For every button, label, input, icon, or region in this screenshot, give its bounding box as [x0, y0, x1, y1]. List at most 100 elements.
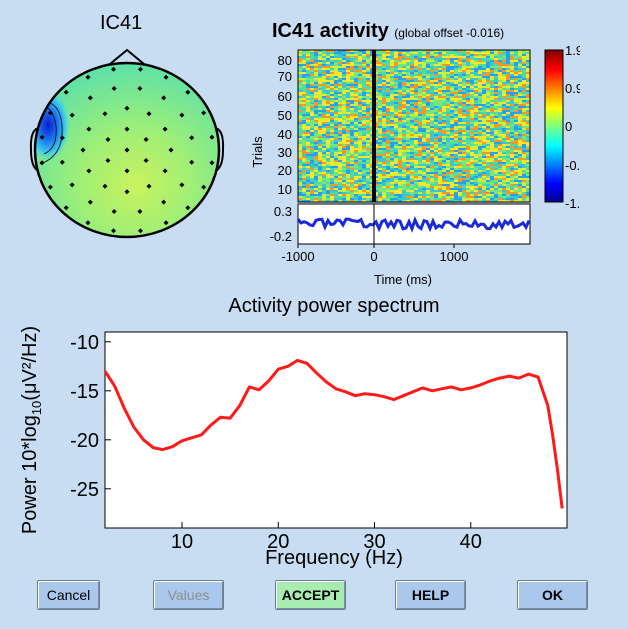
- heatmap-cell: [338, 132, 342, 134]
- heatmap-cell: [518, 148, 522, 150]
- heatmap-cell: [410, 190, 414, 192]
- heatmap-cell: [406, 98, 410, 100]
- heatmap-cell: [426, 122, 430, 124]
- heatmap-cell: [478, 66, 482, 68]
- heatmap-cell: [346, 66, 350, 68]
- heatmap-cell: [514, 120, 518, 122]
- heatmap-cell: [426, 58, 430, 60]
- heatmap-cell: [322, 84, 326, 86]
- cancel-button[interactable]: Cancel: [37, 580, 100, 610]
- heatmap-cell: [526, 66, 530, 68]
- heatmap-cell: [462, 126, 466, 128]
- heatmap-cell: [458, 142, 462, 144]
- heatmap-cell: [510, 90, 514, 92]
- heatmap-cell: [398, 200, 402, 202]
- heatmap-cell: [386, 198, 390, 200]
- heatmap-cell: [474, 128, 478, 130]
- heatmap-cell: [482, 152, 486, 154]
- heatmap-cell: [494, 150, 498, 152]
- heatmap-cell: [458, 86, 462, 88]
- ok-button[interactable]: OK: [517, 580, 588, 610]
- heatmap-cell: [482, 178, 486, 180]
- heatmap-cell: [466, 162, 470, 164]
- heatmap-cell: [502, 162, 506, 164]
- heatmap-cell: [454, 122, 458, 124]
- heatmap-cell: [354, 170, 358, 172]
- heatmap-cell: [298, 166, 302, 168]
- heatmap-cell: [430, 96, 434, 98]
- heatmap-cell: [518, 132, 522, 134]
- heatmap-cell: [438, 140, 442, 142]
- heatmap-cell: [458, 200, 462, 202]
- heatmap-cell: [454, 186, 458, 188]
- heatmap-cell: [462, 94, 466, 96]
- heatmap-cell: [358, 184, 362, 186]
- heatmap-cell: [366, 146, 370, 148]
- heatmap-cell: [426, 116, 430, 118]
- heatmap-cell: [386, 200, 390, 202]
- heatmap-cell: [522, 92, 526, 94]
- heatmap-cell: [434, 80, 438, 82]
- heatmap-cell: [462, 76, 466, 78]
- heatmap-cell: [326, 182, 330, 184]
- heatmap-cell: [442, 128, 446, 130]
- heatmap-cell: [298, 56, 302, 58]
- heatmap-cell: [406, 134, 410, 136]
- accept-button[interactable]: ACCEPT: [275, 580, 346, 610]
- heatmap-cell: [326, 184, 330, 186]
- heatmap-cell: [362, 78, 366, 80]
- heatmap-cell: [426, 82, 430, 84]
- heatmap-cell: [486, 184, 490, 186]
- heatmap-cell: [446, 142, 450, 144]
- heatmap-cell: [450, 50, 454, 52]
- heatmap-cell: [342, 110, 346, 112]
- heatmap-cell: [310, 92, 314, 94]
- heatmap-cell: [430, 156, 434, 158]
- heatmap-cell: [414, 110, 418, 112]
- heatmap-cell: [302, 82, 306, 84]
- heatmap-cell: [342, 194, 346, 196]
- heatmap-cell: [510, 178, 514, 180]
- heatmap-cell: [470, 96, 474, 98]
- heatmap-cell: [310, 190, 314, 192]
- heatmap-cell: [366, 52, 370, 54]
- heatmap-cell: [338, 116, 342, 118]
- heatmap-cell: [302, 110, 306, 112]
- heatmap-cell: [346, 140, 350, 142]
- heatmap-cell: [454, 136, 458, 138]
- heatmap-cell: [450, 52, 454, 54]
- heatmap-cell: [330, 100, 334, 102]
- heatmap-cell: [458, 110, 462, 112]
- heatmap-cell: [350, 152, 354, 154]
- heatmap-cell: [338, 66, 342, 68]
- heatmap-cell: [490, 68, 494, 70]
- heatmap-cell: [302, 128, 306, 130]
- heatmap-cell: [326, 92, 330, 94]
- values-button[interactable]: Values: [153, 580, 224, 610]
- heatmap-cell: [518, 170, 522, 172]
- heatmap-cell: [402, 86, 406, 88]
- heatmap-cell: [438, 112, 442, 114]
- heatmap-cell: [510, 60, 514, 62]
- heatmap-cell: [326, 156, 330, 158]
- heatmap-cell: [422, 78, 426, 80]
- heatmap-cell: [514, 126, 518, 128]
- heatmap-cell: [426, 54, 430, 56]
- heatmap-cell: [378, 76, 382, 78]
- heatmap-cell: [330, 198, 334, 200]
- heatmap-cell: [418, 188, 422, 190]
- heatmap-cell: [502, 80, 506, 82]
- heatmap-cell: [514, 86, 518, 88]
- help-button[interactable]: HELP: [395, 580, 466, 610]
- heatmap-cell: [478, 64, 482, 66]
- heatmap-cell: [478, 132, 482, 134]
- heatmap-cell: [482, 184, 486, 186]
- heatmap-cell: [354, 160, 358, 162]
- heatmap-cell: [358, 96, 362, 98]
- heatmap-cell: [362, 152, 366, 154]
- heatmap-cell: [482, 132, 486, 134]
- heatmap-cell: [458, 150, 462, 152]
- heatmap-cell: [366, 112, 370, 114]
- heatmap-cell: [334, 86, 338, 88]
- heatmap-cell: [314, 96, 318, 98]
